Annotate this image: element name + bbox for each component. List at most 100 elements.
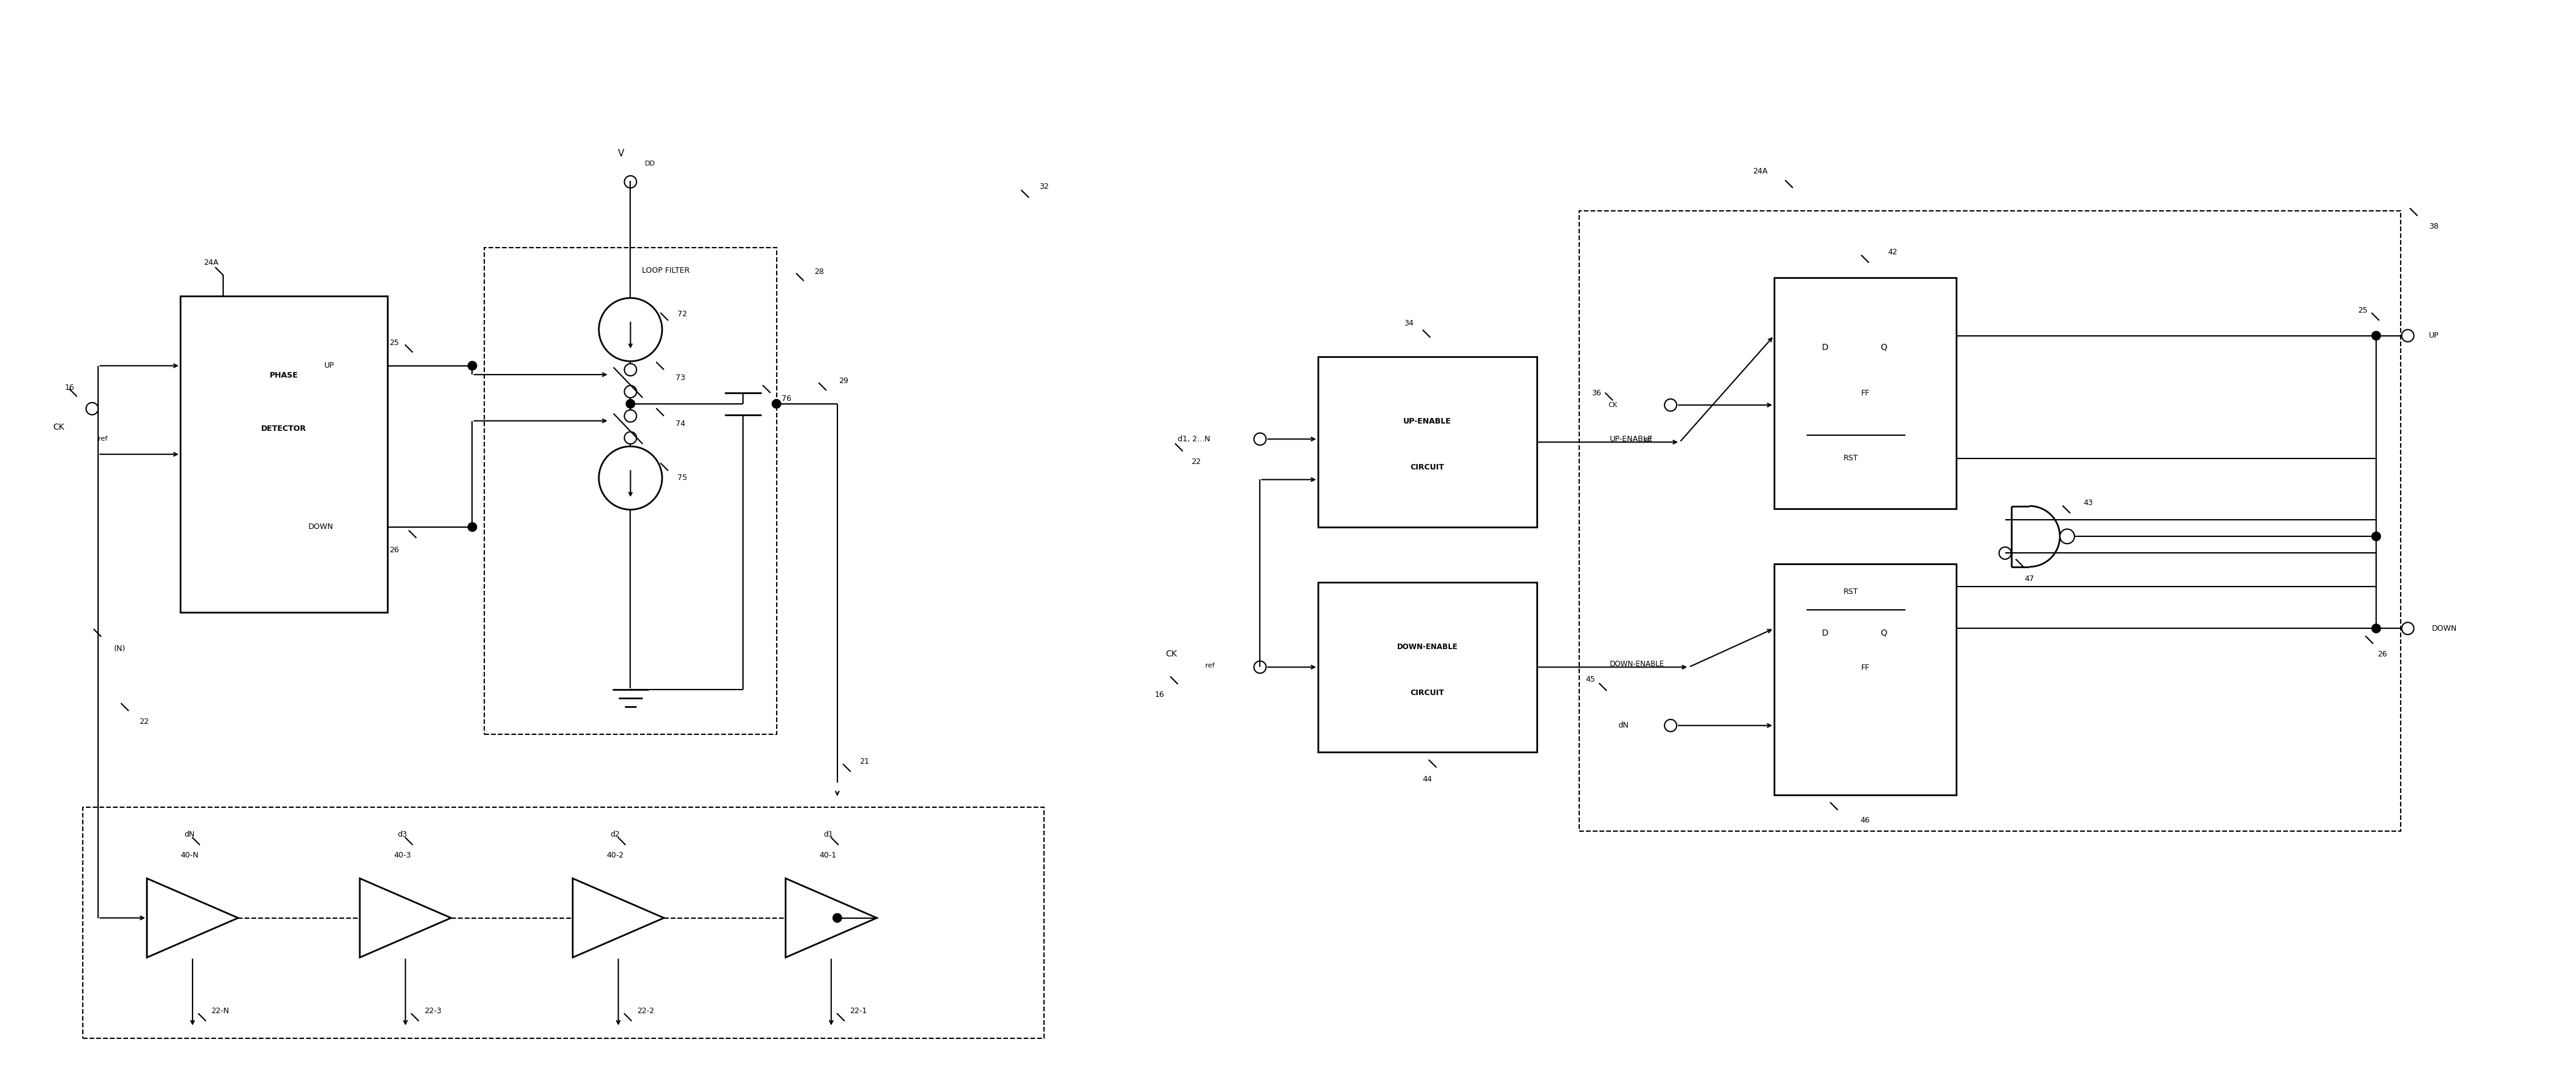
Circle shape <box>2401 329 2414 341</box>
Text: DETECTOR: DETECTOR <box>260 425 307 433</box>
Circle shape <box>623 363 636 375</box>
Text: Q: Q <box>1880 628 1886 637</box>
Circle shape <box>832 913 842 923</box>
Text: 34: 34 <box>1404 320 1414 327</box>
Text: CIRCUIT: CIRCUIT <box>1409 688 1445 697</box>
Text: 32: 32 <box>1038 182 1048 191</box>
Text: D: D <box>1821 343 1829 351</box>
Text: DOWN: DOWN <box>309 523 335 531</box>
Text: 24A: 24A <box>204 259 219 266</box>
Text: RST: RST <box>1844 587 1857 596</box>
Text: 40-3: 40-3 <box>394 851 412 860</box>
Circle shape <box>623 410 636 422</box>
Circle shape <box>1664 399 1677 411</box>
Text: 25: 25 <box>2357 307 2367 314</box>
Text: 38: 38 <box>2429 223 2439 230</box>
Text: CK: CK <box>1167 649 1177 658</box>
Text: RST: RST <box>1844 454 1857 463</box>
Text: DOWN-ENABLE: DOWN-ENABLE <box>1396 643 1458 650</box>
Circle shape <box>2372 624 2380 633</box>
Text: 46: 46 <box>1860 816 1870 825</box>
Bar <box>180 296 386 612</box>
Text: 36: 36 <box>1592 389 1602 397</box>
Text: 47: 47 <box>2025 575 2035 583</box>
Circle shape <box>2401 622 2414 635</box>
Text: 40-N: 40-N <box>180 851 198 860</box>
Text: d3: d3 <box>397 830 407 839</box>
Text: 28: 28 <box>814 268 824 276</box>
Circle shape <box>466 361 477 371</box>
Bar <box>484 248 775 734</box>
Text: FF: FF <box>1860 663 1870 672</box>
Text: d1: d1 <box>824 830 832 839</box>
Text: 74: 74 <box>675 420 685 428</box>
Text: 22-1: 22-1 <box>850 1007 868 1015</box>
Circle shape <box>2061 529 2074 543</box>
Text: d1, 2...N: d1, 2...N <box>1177 435 1211 443</box>
Text: LOOP FILTER: LOOP FILTER <box>641 266 690 275</box>
Text: UP-ENABLE: UP-ENABLE <box>1610 435 1654 443</box>
Text: V: V <box>618 148 623 158</box>
Text: 43: 43 <box>2084 499 2094 507</box>
Circle shape <box>773 399 781 409</box>
Text: 22: 22 <box>1190 457 1200 466</box>
Bar <box>1579 211 2401 831</box>
Circle shape <box>466 523 477 532</box>
Text: CK: CK <box>1607 401 1618 408</box>
Text: 40-2: 40-2 <box>605 851 623 860</box>
Text: 16: 16 <box>1154 691 1164 698</box>
Text: 22-2: 22-2 <box>636 1007 654 1015</box>
Bar <box>1775 278 1958 509</box>
Text: UP-ENABLE: UP-ENABLE <box>1404 418 1450 425</box>
Text: ref: ref <box>98 436 108 442</box>
Text: 44: 44 <box>1422 776 1432 783</box>
Text: 21: 21 <box>860 757 871 766</box>
Bar <box>1319 357 1538 527</box>
Text: 45: 45 <box>1584 675 1595 683</box>
Text: 29: 29 <box>840 376 848 385</box>
Text: 16: 16 <box>64 383 75 392</box>
Text: 24A: 24A <box>1752 168 1767 176</box>
Text: FF: FF <box>1860 389 1870 397</box>
Circle shape <box>1255 661 1265 673</box>
Text: 26: 26 <box>2378 650 2388 658</box>
Text: 72: 72 <box>677 311 688 319</box>
Text: 73: 73 <box>675 374 685 382</box>
Text: Q: Q <box>1880 343 1886 351</box>
Text: DOWN: DOWN <box>2432 624 2458 633</box>
Text: d2: d2 <box>611 830 621 839</box>
Text: UP: UP <box>325 362 335 370</box>
Circle shape <box>1999 547 2012 560</box>
Text: PHASE: PHASE <box>270 371 299 380</box>
Text: UP: UP <box>2429 332 2439 339</box>
Text: 25: 25 <box>389 338 399 347</box>
Text: 76: 76 <box>783 395 791 403</box>
Circle shape <box>2372 331 2380 340</box>
Text: DOWN-ENABLE: DOWN-ENABLE <box>1610 660 1664 668</box>
Bar <box>82 807 1043 1039</box>
Text: D: D <box>1821 628 1829 637</box>
Text: dN: dN <box>1618 721 1628 730</box>
Circle shape <box>623 385 636 398</box>
Circle shape <box>85 403 98 415</box>
Circle shape <box>623 176 636 188</box>
Text: 22-N: 22-N <box>211 1007 229 1015</box>
Circle shape <box>2372 531 2380 541</box>
Circle shape <box>623 432 636 444</box>
Text: ref: ref <box>1643 436 1651 443</box>
Bar <box>1775 564 1958 795</box>
Text: 22: 22 <box>139 718 149 726</box>
Circle shape <box>1255 433 1265 445</box>
Text: 26: 26 <box>389 547 399 554</box>
Text: CIRCUIT: CIRCUIT <box>1409 464 1445 471</box>
Text: DD: DD <box>644 160 654 167</box>
Text: CK: CK <box>52 422 64 431</box>
Text: ref: ref <box>1206 663 1216 669</box>
Text: 75: 75 <box>677 473 688 482</box>
Text: dN: dN <box>183 830 196 839</box>
Circle shape <box>626 399 636 409</box>
Text: (N): (N) <box>113 645 126 652</box>
Text: 40-1: 40-1 <box>819 851 837 860</box>
Bar <box>1319 582 1538 753</box>
Text: 22-3: 22-3 <box>425 1007 440 1015</box>
